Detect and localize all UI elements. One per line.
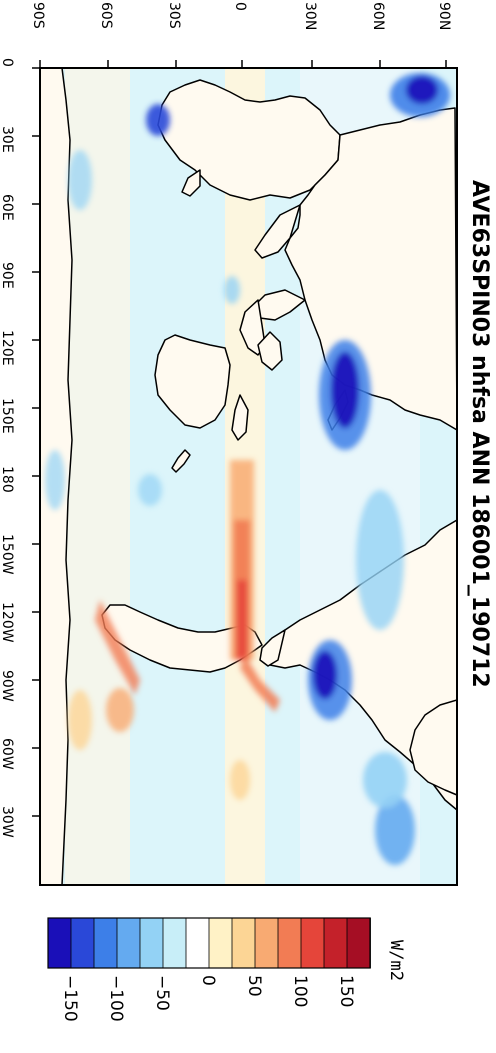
colorbar-swatch [231,917,256,969]
colorbar-swatch [185,917,210,969]
colorbar-swatch [254,917,279,969]
colorbar-swatch [277,917,302,969]
pale-band-south [60,68,130,885]
colorbar-swatch [300,917,325,969]
gulf-stream-cold-core [313,651,337,699]
colorbar-tick-label: 150 [336,975,356,1007]
lon-tick-label: 120W [0,602,15,643]
new-guinea [231,394,249,441]
anomaly-blobs [45,73,450,865]
colorbar-frame [47,917,371,969]
madagascar [181,169,201,197]
colorbar-tick-label: −150 [60,975,80,1022]
field-anomalies [40,68,457,885]
south-pacific-cool [138,474,162,506]
north-pacific-cool [356,490,404,630]
southern-ocean-cool-b [45,450,65,510]
lon-tick-label: 150W [0,534,15,575]
colorbar-swatch [162,917,187,969]
longitude-ticks: 0 30E 60E 90E 120E 150E 180 150W 120W 90W 60W 30W [0,58,40,838]
central-america [259,629,286,667]
lon-tick-label: 180 [0,466,15,493]
map-panel [39,67,458,886]
lon-tick-label: 150E [0,398,15,434]
agulhas-cold [146,104,170,136]
colorbar-tick-label: −50 [152,975,172,1011]
indonesia-cool [224,276,240,304]
labrador-cold [375,795,415,865]
colorbar-swatch [116,917,141,969]
latitude-ticks: 90S 60S 30S 0 30N 60N 90N [30,2,452,68]
australia [154,334,231,429]
south-atlantic-warm [68,690,92,750]
colorbar-units: W/m2 [386,940,406,981]
colorbar-swatch [139,917,164,969]
lat-tick-label: 0 [232,2,248,11]
nordic-seas-cold-core [406,76,438,104]
peru-warm [240,655,280,712]
colorbar-swatch [93,917,118,969]
lat-tick-label: 30N [302,2,318,30]
atlantic-equator-warm [230,760,250,800]
colorbar-tick-label: 100 [290,975,310,1007]
india [254,204,301,259]
colorbar-tick-label: −100 [106,975,126,1022]
lon-tick-label: 30E [0,126,15,153]
colorbar-tick-label: 50 [244,975,264,997]
lat-tick-label: 30S [166,2,182,29]
pacific-warm-tongue-core [237,580,247,660]
benguela-warm [106,688,134,732]
lat-tick-label: 60N [370,2,386,30]
colorbar-swatch [323,917,348,969]
lon-tick-label: 90W [0,670,15,702]
borneo [257,331,283,371]
north-atlantic-cold [363,752,407,808]
plot-title: AVE63SPIN03 nhfsa ANN 186001_190712 [467,180,492,688]
lon-tick-label: 60W [0,738,15,770]
indonesia [239,299,266,356]
colorbar-tick-label: 0 [198,975,218,986]
lon-tick-label: 90E [0,262,15,289]
greenland [409,699,457,796]
colorbar-swatch [208,917,233,969]
colorbar-swatch [70,917,95,969]
lat-tick-label: 90N [436,2,452,30]
southern-ocean-cool-a [68,150,92,210]
colorbar-swatch [346,917,371,969]
lat-tick-label: 60S [98,2,114,29]
lon-tick-label: 0 [0,58,15,67]
new-zealand [171,449,191,473]
colorbar-swatch [47,917,72,969]
colorbar-labels: −150 −100 −50 0 50 100 150 [60,975,356,1022]
lon-tick-label: 120E [0,330,15,366]
colorbar [47,917,371,969]
brazil-current-warm [95,600,140,695]
kuroshio-cold-core [331,352,359,428]
lon-tick-label: 30W [0,806,15,838]
lat-tick-label: 90S [30,2,46,29]
lon-tick-label: 60E [0,194,15,221]
